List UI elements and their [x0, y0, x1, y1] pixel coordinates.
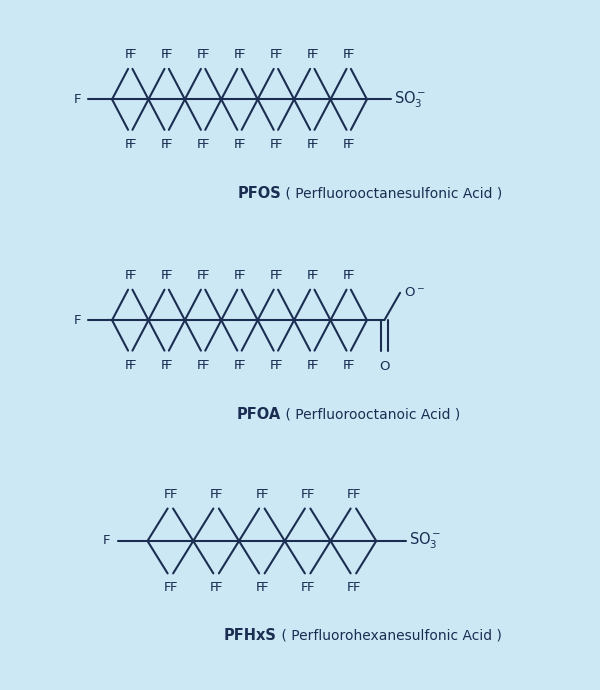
Text: F: F [307, 138, 314, 150]
Text: F: F [347, 48, 355, 61]
Text: F: F [343, 359, 350, 371]
Text: F: F [161, 138, 168, 150]
Text: F: F [311, 48, 318, 61]
Text: F: F [202, 359, 209, 371]
Text: F: F [202, 48, 209, 61]
Text: F: F [343, 48, 350, 61]
Text: PFOS: PFOS [238, 186, 281, 201]
Text: F: F [274, 359, 282, 371]
Text: F: F [169, 488, 177, 501]
Text: F: F [209, 581, 217, 594]
Text: F: F [256, 488, 263, 501]
Text: F: F [128, 269, 136, 282]
Text: F: F [197, 48, 205, 61]
Text: F: F [128, 138, 136, 150]
Text: F: F [128, 359, 136, 371]
Text: F: F [161, 269, 168, 282]
Text: F: F [165, 359, 173, 371]
Text: F: F [270, 138, 277, 150]
Text: F: F [215, 581, 223, 594]
Text: F: F [256, 581, 263, 594]
Text: SO$_3^-$: SO$_3^-$ [409, 531, 442, 551]
Text: F: F [233, 138, 241, 150]
Text: F: F [347, 269, 355, 282]
Text: F: F [124, 138, 132, 150]
Text: F: F [74, 314, 81, 326]
Text: F: F [301, 581, 308, 594]
Text: F: F [164, 488, 172, 501]
Text: F: F [74, 93, 81, 106]
Text: F: F [307, 488, 314, 501]
Text: F: F [161, 48, 168, 61]
Text: PFOA: PFOA [237, 407, 281, 422]
Text: F: F [169, 581, 177, 594]
Text: F: F [270, 48, 277, 61]
Text: F: F [352, 581, 360, 594]
Text: F: F [307, 48, 314, 61]
Text: F: F [197, 269, 205, 282]
Text: F: F [238, 48, 245, 61]
Text: F: F [274, 138, 282, 150]
Text: SO$_3^-$: SO$_3^-$ [394, 89, 427, 110]
Text: O$^-$: O$^-$ [404, 286, 425, 299]
Text: F: F [307, 359, 314, 371]
Text: F: F [238, 269, 245, 282]
Text: F: F [270, 269, 277, 282]
Text: F: F [124, 359, 132, 371]
Text: F: F [343, 138, 350, 150]
Text: F: F [311, 359, 318, 371]
Text: F: F [197, 359, 205, 371]
Text: F: F [347, 488, 355, 501]
Text: F: F [270, 359, 277, 371]
Text: F: F [261, 488, 268, 501]
Text: F: F [215, 488, 223, 501]
Text: F: F [343, 269, 350, 282]
Text: F: F [238, 138, 245, 150]
Text: F: F [161, 359, 168, 371]
Text: F: F [233, 359, 241, 371]
Text: F: F [165, 48, 173, 61]
Text: F: F [347, 581, 355, 594]
Text: F: F [202, 138, 209, 150]
Text: F: F [261, 581, 268, 594]
Text: F: F [165, 269, 173, 282]
Text: F: F [233, 48, 241, 61]
Text: F: F [164, 581, 172, 594]
Text: F: F [128, 48, 136, 61]
Text: F: F [197, 138, 205, 150]
Text: ( Perfluorooctanesulfonic Acid ): ( Perfluorooctanesulfonic Acid ) [281, 187, 503, 201]
Text: F: F [311, 138, 318, 150]
Text: O: O [379, 360, 389, 373]
Text: F: F [307, 581, 314, 594]
Text: F: F [301, 488, 308, 501]
Text: F: F [124, 269, 132, 282]
Text: ( Perfluorooctanoic Acid ): ( Perfluorooctanoic Acid ) [281, 408, 461, 422]
Text: F: F [311, 269, 318, 282]
Text: ( Perfluorohexanesulfonic Acid ): ( Perfluorohexanesulfonic Acid ) [277, 629, 502, 642]
Text: F: F [165, 138, 173, 150]
Text: F: F [124, 48, 132, 61]
Text: F: F [209, 488, 217, 501]
Text: F: F [233, 269, 241, 282]
Text: F: F [202, 269, 209, 282]
Text: F: F [274, 269, 282, 282]
Text: F: F [347, 138, 355, 150]
Text: PFHxS: PFHxS [224, 628, 277, 643]
Text: F: F [103, 535, 110, 547]
Text: F: F [238, 359, 245, 371]
Text: F: F [307, 269, 314, 282]
Text: F: F [347, 359, 355, 371]
Text: F: F [352, 488, 360, 501]
Text: F: F [274, 48, 282, 61]
